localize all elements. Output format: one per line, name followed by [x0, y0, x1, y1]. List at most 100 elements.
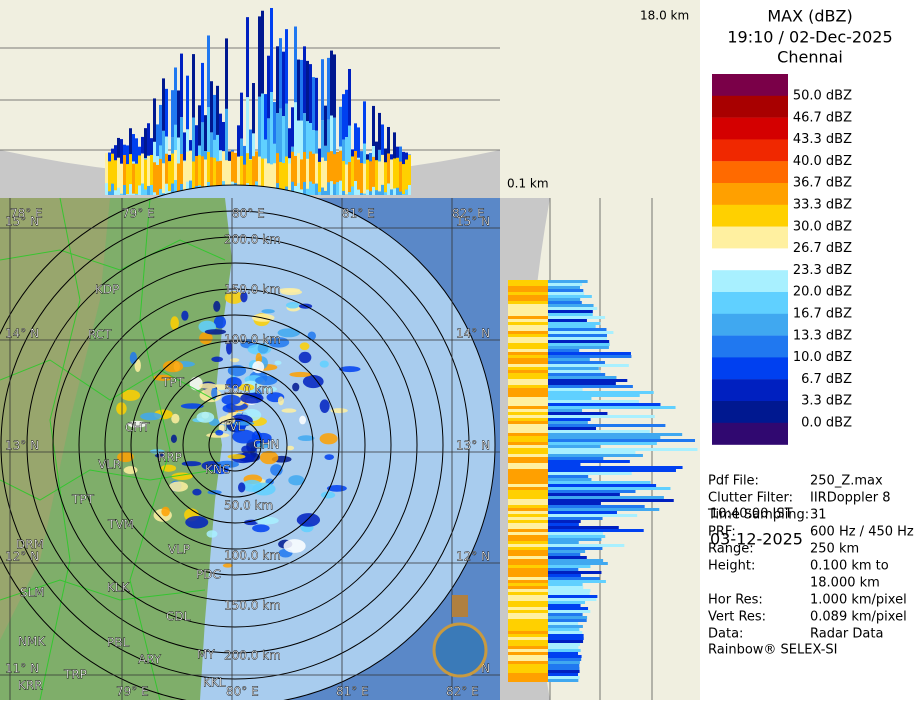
- info-key: Hor Res:: [708, 593, 763, 608]
- legend-label: 3.3 dBZ: [801, 394, 852, 409]
- lon-label: 82° E: [452, 207, 485, 221]
- echo-row: [548, 625, 583, 628]
- echo-column: [156, 124, 159, 157]
- echo-row: [548, 640, 584, 643]
- echo-row: [548, 559, 604, 562]
- range-label: 100.0 km: [224, 549, 281, 563]
- echo-row: [548, 373, 606, 376]
- echo-column: [267, 163, 270, 194]
- info-value: 0.089 km/pixel: [810, 610, 907, 625]
- echo-column: [243, 164, 246, 195]
- echo-cell: [252, 361, 265, 374]
- echo-row: [508, 295, 548, 298]
- echo-column: [216, 161, 219, 192]
- echo-row: [548, 352, 631, 355]
- echo-column: [372, 105, 375, 147]
- bottom-height-label: 0.1 km: [507, 177, 549, 191]
- echo-column: [381, 154, 384, 185]
- echo-row: [548, 307, 598, 310]
- lon-label: 81° E: [342, 207, 375, 221]
- echo-cell: [161, 506, 170, 517]
- echo-column: [246, 97, 249, 195]
- echo-column: [180, 153, 183, 184]
- echo-column: [192, 161, 195, 192]
- echo-column: [129, 128, 132, 159]
- echo-column: [405, 159, 408, 190]
- echo-column: [306, 158, 309, 189]
- legend-label: 16.7 dBZ: [793, 307, 852, 322]
- echo-column: [381, 124, 384, 157]
- echo-row: [548, 313, 593, 316]
- echo-row: [548, 403, 661, 406]
- echo-row: [508, 643, 548, 646]
- echo-cell: [263, 386, 277, 392]
- echo-column: [285, 156, 288, 187]
- legend-label: 46.7 dBZ: [793, 110, 852, 125]
- echo-row: [548, 397, 592, 400]
- echo-column: [327, 57, 330, 120]
- timestamp: 19:10 / 02-Dec-2025: [727, 28, 892, 47]
- echo-row: [508, 580, 548, 583]
- echo-cell: [170, 316, 179, 330]
- echo-row: [508, 409, 548, 412]
- echo-column: [300, 159, 303, 190]
- echo-column: [318, 161, 321, 192]
- range-rings: [0, 184, 496, 704]
- legend-swatch: [712, 379, 788, 402]
- echo-row: [548, 604, 581, 607]
- echo-row: [548, 391, 654, 394]
- echo-row: [548, 526, 619, 529]
- echo-cell: [129, 351, 138, 365]
- overlay-time: 10:40:00 IST: [710, 507, 793, 522]
- echo-row: [548, 502, 601, 505]
- echo-row: [508, 424, 548, 427]
- echo-cell: [227, 454, 246, 460]
- echo-row: [508, 433, 548, 436]
- echo-row: [548, 298, 581, 301]
- lat-label: 12° N: [5, 550, 39, 564]
- echo-column: [285, 29, 288, 104]
- echo-row: [548, 328, 607, 331]
- echo-row: [548, 385, 633, 388]
- echo-cell: [211, 356, 224, 363]
- echo-cell: [226, 376, 242, 389]
- echo-column: [255, 151, 258, 182]
- echo-row: [548, 520, 581, 523]
- info-value: Radar Data: [810, 627, 883, 642]
- echo-row: [508, 550, 548, 553]
- echo-row: [508, 361, 548, 364]
- legend-label: 33.3 dBZ: [793, 198, 852, 213]
- echo-row: [508, 577, 548, 580]
- top-echo: [105, 7, 411, 195]
- place-label: KNC: [205, 463, 230, 477]
- echo-row: [508, 442, 548, 445]
- legend-swatch: [712, 183, 788, 205]
- echo-row: [548, 376, 617, 379]
- echo-row: [508, 496, 548, 499]
- info-key: Vert Res:: [708, 610, 766, 625]
- echo-column: [207, 107, 210, 195]
- echo-column: [288, 128, 291, 159]
- echo-column: [312, 153, 315, 184]
- echo-column: [369, 161, 372, 192]
- echo-cell: [206, 432, 230, 438]
- echo-row: [548, 577, 600, 580]
- echo-row: [508, 349, 548, 352]
- echo-cell: [140, 412, 162, 421]
- legend-label: 30.0 dBZ: [793, 219, 852, 234]
- echo-row: [548, 400, 639, 403]
- echo-row: [508, 595, 548, 598]
- echo-row: [508, 520, 548, 523]
- echo-row: [508, 544, 548, 547]
- echo-column: [378, 112, 381, 150]
- echo-cell: [238, 482, 246, 493]
- echo-column: [321, 157, 324, 188]
- echo-column: [378, 161, 381, 192]
- legend-label: 20.0 dBZ: [793, 285, 852, 300]
- echo-column: [231, 170, 234, 195]
- echo-row: [508, 415, 548, 418]
- footer: Rainbow® SELEX-SI: [708, 643, 838, 658]
- echo-row: [508, 526, 548, 529]
- info-key: Range:: [708, 542, 754, 557]
